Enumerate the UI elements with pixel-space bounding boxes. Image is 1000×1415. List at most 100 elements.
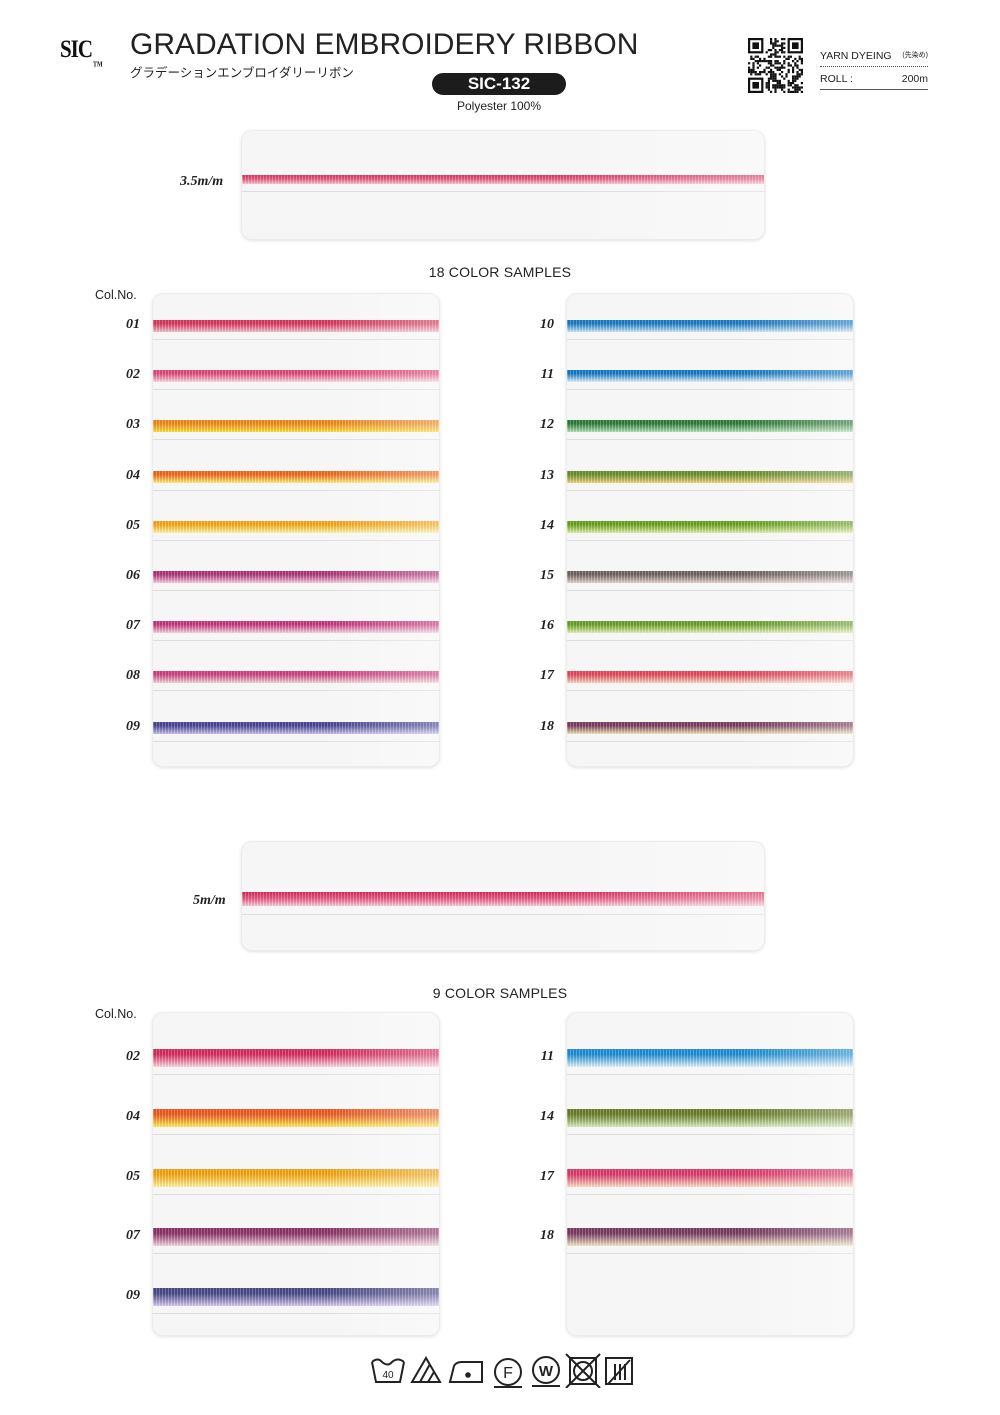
svg-text:W: W	[539, 1363, 554, 1380]
width-label-3-5mm: 3.5m/m	[180, 174, 223, 190]
color-number-s9-05: 05	[126, 1168, 140, 1184]
color-number-s9-14: 14	[540, 1108, 554, 1124]
color-number-s18-15: 15	[540, 568, 554, 583]
card-line	[153, 1074, 439, 1075]
color-number-s18-16: 16	[540, 618, 554, 634]
ribbon-s18-01	[153, 320, 439, 332]
width-label-5mm: 5m/m	[193, 893, 226, 909]
card-line	[153, 539, 439, 541]
ribbon-s18-09	[153, 721, 439, 734]
ribbon-s18-17	[567, 671, 853, 684]
card-line	[567, 640, 853, 642]
card-line	[153, 339, 439, 340]
ribbon-5mm	[242, 892, 764, 906]
roll-value: 200m	[901, 73, 928, 85]
color-number-s9-17: 17	[540, 1168, 554, 1184]
ribbon-s9-04	[153, 1108, 439, 1127]
color-number-s18-06: 06	[126, 568, 140, 583]
card-line	[567, 1193, 853, 1195]
drip-dry-icon	[605, 1357, 633, 1385]
color-number-s18-03: 03	[126, 417, 140, 433]
card-line	[153, 389, 439, 391]
card-line	[567, 690, 853, 692]
card-line	[242, 914, 764, 915]
card-line	[153, 1313, 439, 1315]
brand-logo-text: SIC	[60, 34, 93, 63]
ribbon-s9-09	[153, 1288, 439, 1307]
spec-underline	[820, 89, 928, 90]
ribbon-s9-07	[153, 1228, 439, 1247]
ribbon-s9-17	[567, 1168, 853, 1187]
yarn-dyeing-label: YARN DYEING	[820, 50, 892, 62]
card-line	[567, 740, 853, 742]
color-number-s18-11: 11	[540, 367, 554, 383]
card-line	[567, 1074, 853, 1075]
section-title-9: 9 COLOR SAMPLES	[432, 985, 568, 1001]
card-line	[153, 1253, 439, 1255]
wash-40-icon: 40	[371, 1358, 405, 1383]
color-number-s18-12: 12	[540, 417, 554, 433]
yarn-dyeing-note: (先染め)	[902, 52, 928, 59]
card-line	[242, 191, 764, 192]
color-number-s18-09: 09	[126, 718, 140, 734]
ribbon-s18-15	[567, 571, 853, 583]
ribbon-s18-13	[567, 470, 853, 483]
card-line	[567, 539, 853, 541]
color-number-s9-18: 18	[540, 1228, 554, 1244]
ribbon-3-5mm	[242, 175, 764, 184]
section-title-18: 18 COLOR SAMPLES	[428, 264, 572, 280]
ribbon-s18-16	[567, 621, 853, 634]
roll-label: ROLL :	[820, 73, 853, 85]
card-line	[567, 1133, 853, 1135]
card-line	[567, 1253, 853, 1255]
material-text: Polyester 100%	[456, 99, 542, 113]
sample-card-5mm	[242, 842, 764, 950]
sample-card-18-right	[567, 294, 853, 766]
qr-code-icon[interactable]	[748, 38, 803, 93]
color-number-s9-09: 09	[126, 1288, 140, 1304]
color-number-s9-07: 07	[126, 1228, 140, 1244]
product-code-badge: SIC-132	[432, 73, 566, 95]
ribbon-s18-03	[153, 420, 439, 433]
color-number-s18-07: 07	[126, 618, 140, 634]
wet-clean-w-icon: W	[532, 1356, 560, 1387]
page-subtitle: グラデーションエンブロイダリーリボン	[130, 66, 354, 80]
no-tumble-dry-icon	[565, 1353, 601, 1388]
spec-box: YARN DYEING (先染め) ROLL : 200m	[820, 49, 928, 90]
card-line	[153, 489, 439, 491]
width-label-5mm-text: 5m/m	[193, 893, 226, 908]
bleach-triangle-icon	[410, 1356, 442, 1383]
color-number-s18-08: 08	[126, 668, 140, 684]
ribbon-s18-14	[567, 520, 853, 533]
card-line	[567, 590, 853, 591]
color-number-s18-04: 04	[126, 467, 140, 483]
ribbon-s18-18	[567, 721, 853, 734]
sample-card-9-left	[153, 1013, 439, 1335]
card-line	[567, 489, 853, 491]
ribbon-s9-14	[567, 1108, 853, 1127]
color-number-s18-13: 13	[540, 467, 554, 483]
card-line	[153, 640, 439, 642]
ribbon-s9-05	[153, 1168, 439, 1187]
color-number-s9-02: 02	[126, 1049, 140, 1064]
color-number-s18-01: 01	[126, 317, 140, 332]
card-line	[153, 740, 439, 742]
dry-clean-f-icon: F	[494, 1358, 522, 1388]
page-title: GRADATION EMBROIDERY RIBBON	[130, 28, 639, 61]
card-line	[153, 1193, 439, 1195]
ribbon-s18-06	[153, 571, 439, 583]
card-line	[153, 1133, 439, 1135]
color-number-s9-04: 04	[126, 1108, 140, 1124]
color-number-s18-02: 02	[126, 367, 140, 383]
ribbon-s9-02	[153, 1049, 439, 1067]
ribbon-s18-04	[153, 470, 439, 483]
ribbon-s18-02	[153, 370, 439, 383]
brand-logo-tm: TM	[93, 61, 103, 69]
ribbon-s18-08	[153, 671, 439, 684]
spec-divider	[820, 66, 928, 67]
ribbon-s18-05	[153, 520, 439, 533]
ribbon-s18-10	[567, 320, 853, 332]
color-number-s18-18: 18	[540, 718, 554, 734]
ribbon-s9-11	[567, 1049, 853, 1067]
col-no-label-18: Col.No.	[95, 288, 137, 302]
